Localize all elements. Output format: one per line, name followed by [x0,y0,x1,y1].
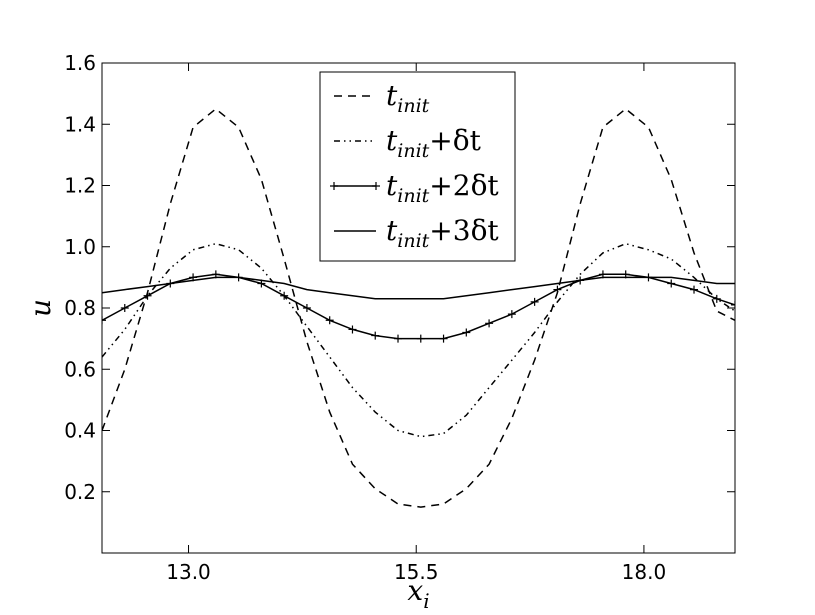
legend-box [319,71,516,262]
x-axis-ticks: 13.0 15.5 18.0 [166,63,666,584]
legend-label-2: tinit+δt [386,124,482,162]
series-marker [712,294,721,303]
series-marker [371,331,380,340]
series-marker [302,304,311,312]
legend-label-subscript: init [397,95,429,117]
series-marker [143,291,152,300]
series-marker [325,316,334,325]
series-marker [394,334,403,343]
series-marker [507,310,516,319]
series-marker [485,319,494,328]
legend-marker [330,182,338,190]
x-axis-label-subscript: i [423,589,429,613]
series-marker [553,285,562,294]
series-marker [667,279,676,288]
x-tick-label: 13.0 [166,560,211,584]
y-axis-ticks: 0.2 0.4 0.6 0.8 1.0 1.2 1.4 1.6 [64,51,735,504]
y-axis-label: u [24,299,57,317]
legend-label-base: t [386,214,398,247]
y-tick-label: 0.6 [64,357,96,381]
legend-marker [372,182,380,190]
x-tick-label: 18.0 [622,560,667,584]
legend-label-base: t [386,169,398,202]
series-line-4 [102,276,735,300]
x-axis-label: xi [407,574,429,613]
series-marker [416,334,425,343]
plot-lines [102,107,735,508]
legend-label-base: t [386,124,398,157]
series-line-2 [102,242,735,438]
x-tick-label: 15.5 [394,560,439,584]
legend-label-3: tinit+2δt [386,169,499,207]
y-tick-label: 1.4 [64,112,96,136]
series-marker [348,325,357,334]
legend-label-base: t [386,79,398,112]
series-marker [120,304,129,312]
y-tick-label: 1.0 [64,235,96,259]
series-marker [690,285,699,294]
y-tick-label: 1.2 [64,174,96,198]
series-marker [731,300,735,309]
y-tick-label: 1.6 [64,51,96,75]
series-line-3 [102,273,735,340]
x-axis-label-base: x [407,574,423,607]
series-marker [102,316,106,325]
y-tick-label: 0.2 [64,480,96,504]
y-tick-label: 0.8 [64,296,96,320]
legend-label-suffix: +2δt [429,169,499,202]
legend-label-1: tinit [386,79,430,117]
series-marker [530,297,539,306]
legend-label-subscript: init [397,230,429,252]
y-tick-label: 0.4 [64,419,96,443]
series-marker [462,328,471,337]
series-marker [280,291,289,300]
series-line-1 [102,107,735,508]
legend-label-suffix: +3δt [429,214,499,247]
legend-label-suffix: +δt [429,124,481,157]
series-marker [439,334,448,343]
legend-label-subscript: init [397,140,429,162]
legend-label-subscript: init [397,185,429,207]
legend-label-4: tinit+3δt [386,214,499,252]
